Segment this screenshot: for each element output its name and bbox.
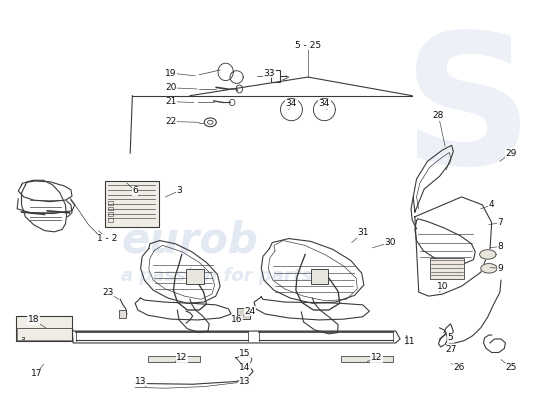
Text: 23: 23	[102, 288, 113, 297]
Text: 18: 18	[28, 316, 40, 324]
Text: 9: 9	[497, 264, 503, 273]
Bar	[108, 201, 113, 205]
Text: 24: 24	[245, 307, 256, 316]
Text: 28: 28	[433, 111, 444, 120]
Text: 5 - 25: 5 - 25	[295, 41, 321, 50]
Text: 34: 34	[318, 99, 330, 108]
Bar	[311, 269, 328, 284]
Text: 8: 8	[497, 242, 503, 251]
Text: 14: 14	[239, 363, 250, 372]
Text: 20: 20	[165, 83, 177, 92]
Text: 10: 10	[437, 282, 448, 291]
Text: 33: 33	[264, 68, 275, 78]
Text: 13: 13	[239, 377, 251, 386]
Text: eurob: eurob	[122, 220, 258, 262]
Polygon shape	[480, 250, 496, 259]
Bar	[186, 269, 204, 284]
Text: 19: 19	[165, 68, 177, 78]
Bar	[119, 310, 126, 318]
Text: S: S	[403, 26, 533, 202]
Text: 22: 22	[165, 117, 177, 126]
Text: 6: 6	[132, 186, 138, 196]
Bar	[108, 218, 113, 222]
Text: 12: 12	[176, 353, 188, 362]
Text: 29: 29	[505, 149, 516, 158]
Text: 5: 5	[448, 333, 453, 342]
Bar	[341, 356, 393, 362]
Bar	[148, 356, 200, 362]
Text: 30: 30	[384, 238, 396, 247]
Text: 4: 4	[489, 200, 494, 209]
Text: 3: 3	[176, 186, 182, 196]
Text: 1 - 2: 1 - 2	[97, 234, 118, 243]
Bar	[16, 316, 72, 340]
Text: 17: 17	[31, 369, 42, 378]
Text: 26: 26	[453, 363, 464, 372]
Bar	[108, 207, 113, 210]
Bar	[430, 258, 464, 280]
Text: 16: 16	[231, 316, 243, 324]
Text: 7: 7	[497, 218, 503, 227]
Bar	[236, 308, 250, 319]
Text: 15: 15	[239, 349, 251, 358]
Text: 12: 12	[371, 353, 382, 362]
Text: 21: 21	[165, 97, 177, 106]
Bar	[108, 212, 113, 216]
Text: 27: 27	[445, 345, 456, 354]
Text: 25: 25	[505, 363, 516, 372]
Text: 13: 13	[135, 377, 146, 386]
Text: 31: 31	[357, 228, 368, 237]
Text: 11: 11	[404, 337, 415, 346]
Bar	[271, 70, 281, 82]
Bar	[105, 181, 159, 227]
Text: a passion for parts: a passion for parts	[122, 267, 312, 285]
Polygon shape	[481, 264, 497, 273]
Text: 34: 34	[286, 99, 297, 108]
